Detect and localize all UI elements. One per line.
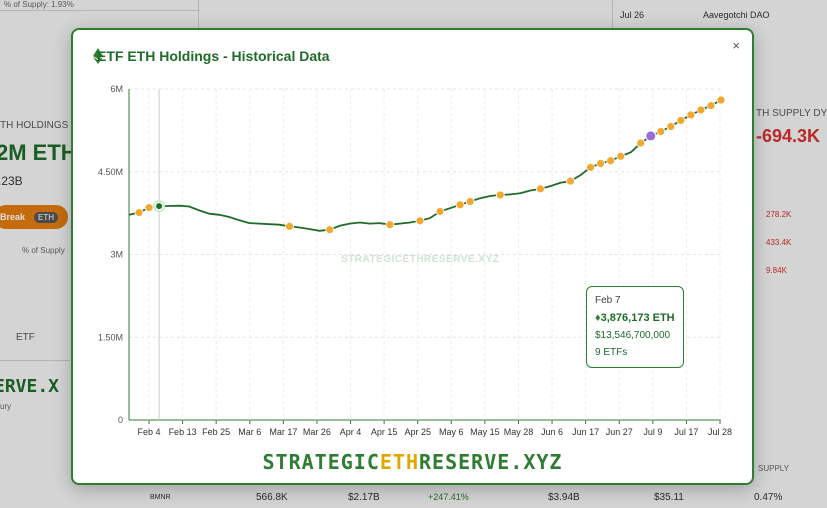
supply-pct-text: % of Supply: 1.93% <box>4 0 74 9</box>
event-marker <box>435 207 445 216</box>
row-eth: 566.8K <box>256 492 288 503</box>
event-marker <box>636 138 646 148</box>
event-marker <box>134 208 144 217</box>
modal-title: ETF ETH Holdings - Historical Data <box>97 48 330 64</box>
event-marker <box>415 216 425 226</box>
hover-point <box>155 202 164 211</box>
event-marker <box>285 221 294 231</box>
x-tick-label: May 28 <box>504 427 534 437</box>
eth-icon: ♦ <box>595 312 601 324</box>
event-marker <box>385 220 395 230</box>
highlight-event-marker <box>645 130 657 142</box>
event-marker <box>666 122 676 131</box>
event-marker <box>535 184 545 194</box>
x-tick-label: Apr 4 <box>340 427 362 437</box>
y-tick-label: 3M <box>110 250 123 260</box>
row-price: $35.11 <box>654 492 684 503</box>
ury-text: ury <box>0 402 12 411</box>
brand-right: RESERVE.XYZ <box>419 450 563 474</box>
right-value: -694.3K <box>756 126 821 146</box>
brand-wordmark[interactable]: STRATEGICETHRESERVE.XYZ <box>73 450 752 474</box>
x-tick-label: Jun 27 <box>606 427 633 437</box>
y-tick-label: 4.50M <box>98 167 123 177</box>
x-tick-label: Feb 25 <box>202 427 230 437</box>
x-tick-label: Feb 4 <box>137 427 160 437</box>
divider <box>0 10 200 11</box>
event-marker <box>606 156 616 166</box>
divider <box>198 0 199 28</box>
holdings-modal: ETF ETH Holdings - Historical Data × STR… <box>71 28 754 485</box>
divider <box>0 360 70 361</box>
x-tick-label: Apr 15 <box>371 427 398 437</box>
close-icon[interactable]: × <box>732 38 740 53</box>
x-tick-label: Jun 6 <box>541 427 563 437</box>
break-chip-label: Break <box>0 212 26 222</box>
big-value: 2M ETH <box>0 140 77 165</box>
holdings-chart[interactable]: 0 1.50M 3M 4.50M 6M Feb 4 Feb 13 Feb 25 Mar 6 Ma… <box>73 70 752 450</box>
event-marker <box>325 225 335 235</box>
right-label: TH SUPPLY DY <box>756 108 827 119</box>
holdings-series-line <box>128 99 722 232</box>
y-tick-label: 1.50M <box>98 332 123 342</box>
event-marker <box>706 101 716 110</box>
row-usd: $2.17B <box>348 492 380 503</box>
x-tick-label: Jul 9 <box>643 427 662 437</box>
eth-icon <box>93 48 103 64</box>
event-marker <box>686 110 696 120</box>
supply-col-header: SUPPLY <box>758 464 789 473</box>
x-tick-label: Feb 13 <box>169 427 197 437</box>
row-pct: 0.47% <box>754 492 783 503</box>
row-ticker: BMNR <box>150 494 171 501</box>
x-tick-label: Jul 28 <box>708 427 732 437</box>
eth-chip-label: ETH <box>34 212 58 223</box>
tooltip-eth-row: ♦3,876,173 ETH <box>595 312 675 324</box>
row-mcap: $3.94B <box>548 492 580 503</box>
event-marker <box>566 176 575 186</box>
tab-etf[interactable]: ETF <box>16 332 35 343</box>
dao-name-text: Aavegotchi DAO <box>703 10 770 20</box>
tooltip-usd: $13,546,700,000 <box>595 330 671 341</box>
reserve-text: ERVE.X <box>0 376 60 397</box>
y-tick-label: 0 <box>118 415 123 425</box>
event-marker <box>596 159 605 168</box>
right-value-3: 9.84K <box>766 266 787 275</box>
event-marker <box>586 162 595 172</box>
x-tick-label: Mar 17 <box>269 427 297 437</box>
x-tick-label: May 6 <box>439 427 464 437</box>
tooltip-date: Feb 7 <box>595 295 621 306</box>
date-row-text: Jul 26 <box>620 10 645 20</box>
x-tick-label: Jul 17 <box>674 427 698 437</box>
event-marker <box>696 105 706 115</box>
event-marker <box>455 200 465 210</box>
supply-toggle[interactable]: % of Supply <box>22 246 65 255</box>
y-tick-label: 6M <box>110 84 123 94</box>
holdings-label: TH HOLDINGS <box>0 120 69 131</box>
event-marker <box>465 197 475 206</box>
event-marker <box>656 127 666 136</box>
divider <box>612 0 613 28</box>
x-tick-label: Apr 25 <box>404 427 431 437</box>
tooltip-eth: 3,876,173 ETH <box>600 312 675 324</box>
chart-watermark: STRATEGICETHRESERVE.XYZ <box>341 254 500 265</box>
brand-mid: ETH <box>379 450 420 474</box>
x-tick-label: Mar 26 <box>303 427 331 437</box>
brand-left: STRATEGIC <box>262 450 380 474</box>
chart-tooltip: Feb 7 ♦3,876,173 ETH $13,546,700,000 9 E… <box>586 286 684 368</box>
event-marker <box>616 151 626 161</box>
sub-value: .23B <box>0 174 23 188</box>
x-tick-label: Mar 6 <box>238 427 261 437</box>
event-marker <box>144 203 154 213</box>
tooltip-etfs: 9 ETFs <box>595 347 628 358</box>
row-change: +247.41% <box>428 492 469 502</box>
event-marker <box>716 95 726 105</box>
right-value-1: 278.2K <box>766 210 792 219</box>
event-marker <box>676 116 686 125</box>
right-value-2: 433.4K <box>766 238 792 247</box>
x-tick-label: May 15 <box>470 427 500 437</box>
x-tick-label: Jun 17 <box>572 427 599 437</box>
event-marker <box>495 190 505 200</box>
